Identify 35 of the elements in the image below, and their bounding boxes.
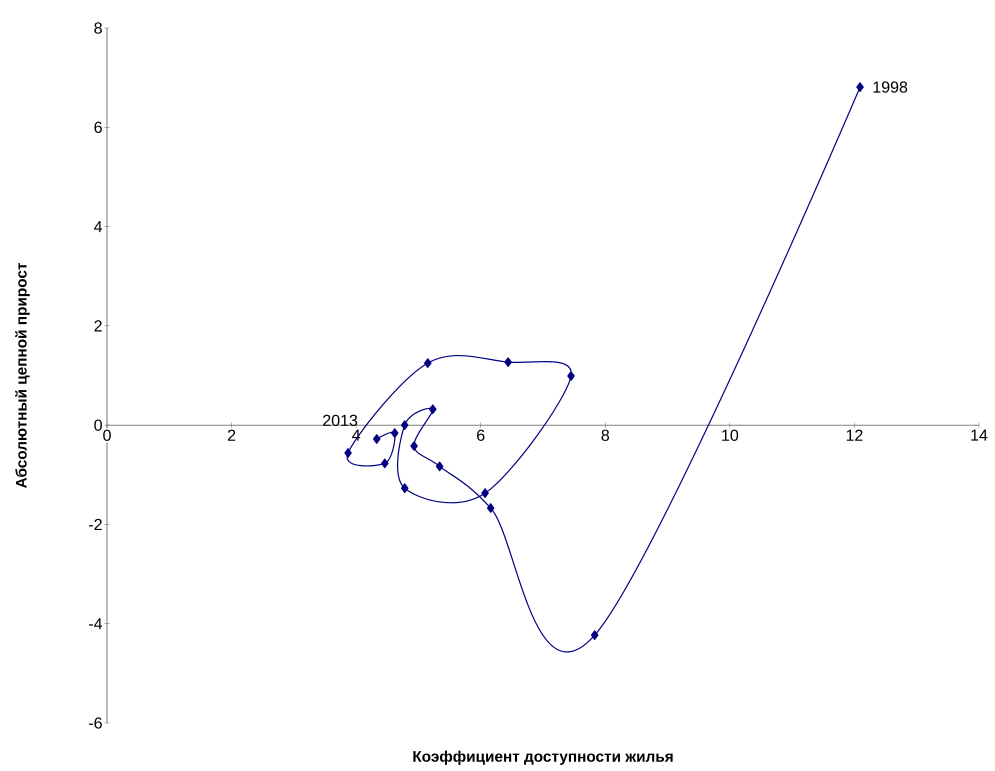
point [424, 358, 432, 368]
point [428, 404, 437, 414]
x-tick-label: 2 [228, 430, 236, 441]
point [400, 483, 409, 494]
y-tick-label: -6 [89, 717, 102, 729]
x-axis-title: Коэффициент доступности жилья [413, 750, 673, 765]
y-tick-label: 4 [94, 221, 102, 232]
point [856, 82, 864, 92]
x-tick-label: 6 [477, 430, 484, 441]
point [567, 371, 575, 381]
point [400, 420, 409, 430]
point [590, 630, 598, 640]
x-tick-label: 12 [846, 430, 863, 441]
point [486, 503, 494, 513]
annotation: 1998 [874, 81, 908, 93]
point [436, 461, 444, 472]
x-tick-label: 0 [103, 430, 111, 441]
y-tick-label: 6 [94, 122, 102, 133]
y-tick-label: 2 [94, 320, 102, 332]
y-axis-title: Абсолютный цепной прирост [15, 262, 30, 488]
y-tick-label: 8 [94, 22, 102, 34]
x-tick-label: 14 [971, 430, 988, 441]
y-tick-label: 0 [94, 419, 102, 431]
point [344, 448, 352, 458]
point [481, 488, 489, 498]
x-tick-label: 10 [722, 430, 738, 441]
point [504, 357, 512, 367]
point [410, 441, 418, 451]
point [390, 428, 399, 438]
x-tick-label: 8 [602, 430, 610, 441]
y-tick-label: -4 [89, 618, 102, 630]
y-tick-label: -2 [89, 518, 102, 530]
point [372, 434, 380, 444]
annotation: 2013 [323, 414, 358, 426]
point [381, 458, 389, 468]
